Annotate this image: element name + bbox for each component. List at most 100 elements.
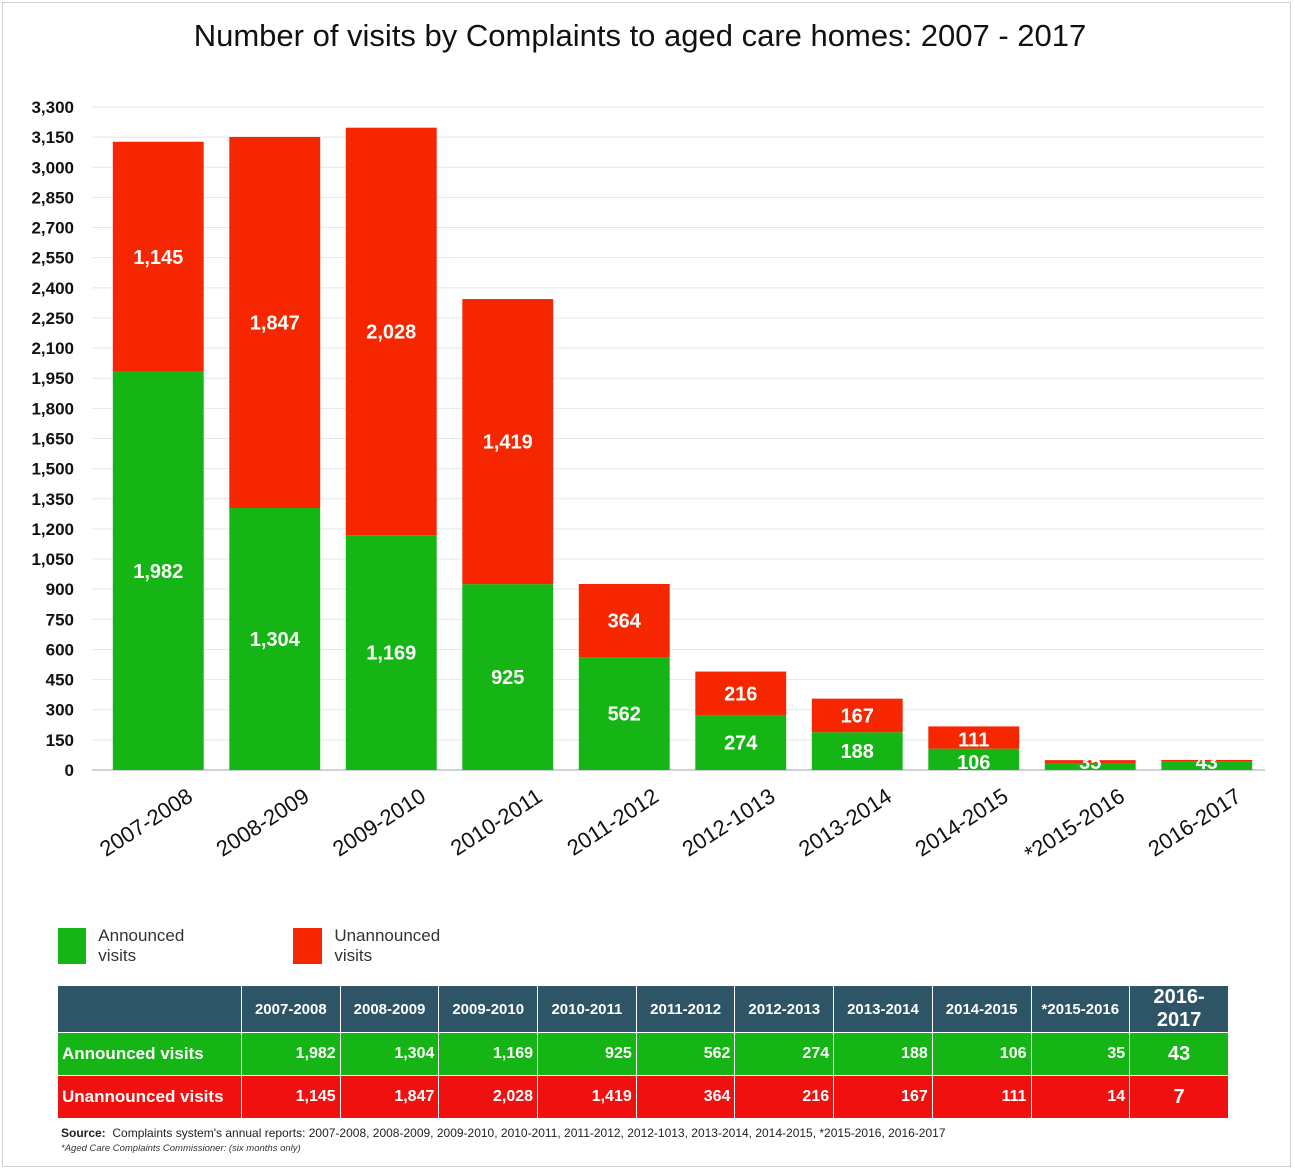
table-cell-announced: 106 (931, 1032, 1032, 1076)
bar-unannounced (928, 726, 1020, 749)
x-tick-label: 2007-2008 (95, 783, 197, 861)
legend-label-announced: Announced visits (98, 926, 185, 965)
y-tick-label: 1,350 (31, 490, 74, 509)
table-cell-announced: 562 (635, 1032, 736, 1076)
y-tick-label: 750 (46, 610, 74, 629)
table-header-cell: *2015-2016 (1030, 985, 1131, 1033)
table-cell-unannounced: 2,028 (438, 1075, 539, 1119)
y-tick-label: 600 (46, 640, 74, 659)
data-label-unannounced: 1,145 (133, 247, 183, 269)
x-tick-label: 2009-2010 (328, 783, 430, 861)
y-tick-label: 2,850 (31, 188, 74, 207)
table-header-cell: 2011-2012 (635, 985, 736, 1033)
y-tick-label: 3,300 (31, 98, 74, 117)
y-tick-label: 2,250 (31, 309, 74, 328)
x-tick-label: 2008-2009 (212, 783, 314, 861)
y-tick-label: 150 (46, 731, 74, 750)
bar-announced (112, 371, 204, 770)
bar-unannounced (462, 299, 554, 585)
data-label-announced: 1,169 (366, 643, 416, 665)
table-cell-unannounced: 1,847 (339, 1075, 440, 1119)
data-label-unannounced: 2,028 (366, 321, 416, 343)
bar-announced (811, 732, 903, 770)
data-label-announced: 274 (724, 732, 758, 754)
y-tick-label: 0 (65, 761, 74, 780)
data-label-announced: 562 (608, 704, 641, 726)
bar-announced (695, 714, 787, 770)
y-tick-label: 1,650 (31, 430, 74, 449)
stacked-bar-chart: 0 150 300 450 600 750 900 1,050 1,200 1,350 1,500 1… (31, 98, 1265, 866)
data-label-announced: 188 (841, 741, 874, 763)
y-tick-label: 1,050 (31, 550, 74, 569)
y-tick-label: 2,700 (31, 219, 74, 238)
x-tick-label: 2016-2017 (1144, 783, 1246, 861)
y-tick-label: 2,550 (31, 249, 74, 268)
bar-announced (229, 508, 321, 770)
table-row-unannounced: Unannounced visits 1,145 1,847 2,028 1,419 3… (57, 1075, 1229, 1119)
table-header-row: 2007-2008 2008-2009 2009-2010 2010-2011 2011… (57, 985, 1229, 1033)
y-tick-label: 450 (46, 671, 74, 690)
y-tick-label: 2,100 (31, 339, 74, 358)
data-label-announced: 1,982 (133, 561, 183, 583)
source-text: Complaints system's annual reports: 2007… (112, 1126, 946, 1140)
bar-unannounced (695, 671, 787, 715)
table-header-cell: 2008-2009 (339, 985, 440, 1033)
table-cell-unannounced: 1,419 (537, 1075, 637, 1119)
table-cell-unannounced: 364 (635, 1075, 736, 1119)
table-cell-unannounced: 1,145 (241, 1075, 341, 1119)
x-axis-ticks: 2007-2008 2008-2009 2009-2010 2010-2011 2011… (95, 783, 1245, 866)
y-tick-label: 3,000 (31, 158, 74, 177)
data-label-announced: 43 (1196, 752, 1218, 774)
table-cell-announced: 1,304 (339, 1032, 440, 1076)
bar-unannounced (229, 136, 321, 509)
data-label-announced: 35 (1079, 752, 1101, 774)
table-cell-announced: 35 (1030, 1032, 1131, 1076)
table-cell-unannounced: 7 (1129, 1075, 1229, 1119)
table-header-cell: 2016-2017 (1129, 985, 1229, 1033)
bar-announced (1161, 761, 1253, 770)
bar-unannounced (112, 141, 204, 372)
legend-swatch-unannounced (293, 928, 323, 964)
data-label-unannounced: 111 (958, 730, 989, 752)
table-row-label-unannounced: Unannounced visits (57, 1075, 242, 1119)
source-label: Source: (61, 1126, 106, 1140)
y-tick-label: 1,200 (31, 520, 74, 539)
y-tick-label: 2,400 (31, 279, 74, 298)
bar-announced (1044, 762, 1136, 770)
table-cell-unannounced: 167 (833, 1075, 933, 1119)
data-label-announced: 925 (491, 667, 524, 689)
data-label-unannounced: 364 (608, 611, 642, 633)
data-label-unannounced: 167 (841, 705, 874, 727)
table-cell-announced: 43 (1129, 1032, 1229, 1076)
data-label-unannounced: 1,847 (250, 312, 300, 334)
table-header-cell: 2013-2014 (833, 985, 933, 1033)
table-header-cell: 2010-2011 (537, 985, 637, 1033)
bar-announced (578, 657, 670, 770)
bar-announced (345, 535, 437, 770)
data-labels: 1,982 1,145 1,304 1,847 1,169 2,028 925 1,419 56… (133, 247, 1218, 774)
source-note: Source: Complaints system's annual repor… (61, 1126, 946, 1140)
table-cell-announced: 188 (833, 1032, 933, 1076)
bars (112, 127, 1253, 770)
data-label-unannounced: 216 (724, 683, 757, 705)
bar-unannounced (1161, 759, 1253, 762)
y-tick-label: 1,950 (31, 369, 74, 388)
table-cell-announced: 925 (537, 1032, 637, 1076)
bar-unannounced (811, 698, 903, 733)
table-cell-unannounced: 111 (931, 1075, 1032, 1119)
bar-unannounced (345, 127, 437, 536)
y-tick-label: 900 (46, 580, 74, 599)
y-tick-label: 1,500 (31, 460, 74, 479)
table-header-cell: 2012-2013 (734, 985, 835, 1033)
x-tick-label: 2010-2011 (446, 783, 546, 860)
table-row-label-announced: Announced visits (57, 1032, 242, 1076)
x-tick-label: *2015-2016 (1020, 783, 1129, 866)
legend-swatch-announced (58, 928, 87, 964)
x-tick-label: 2013-2014 (794, 783, 896, 861)
table-header-cell: 2007-2008 (241, 985, 341, 1033)
data-label-announced: 106 (957, 752, 990, 774)
table-header-cell: 2014-2015 (931, 985, 1032, 1033)
y-tick-label: 1,800 (31, 399, 74, 418)
chart-title: Number of visits by Complaints to aged c… (193, 18, 1087, 53)
